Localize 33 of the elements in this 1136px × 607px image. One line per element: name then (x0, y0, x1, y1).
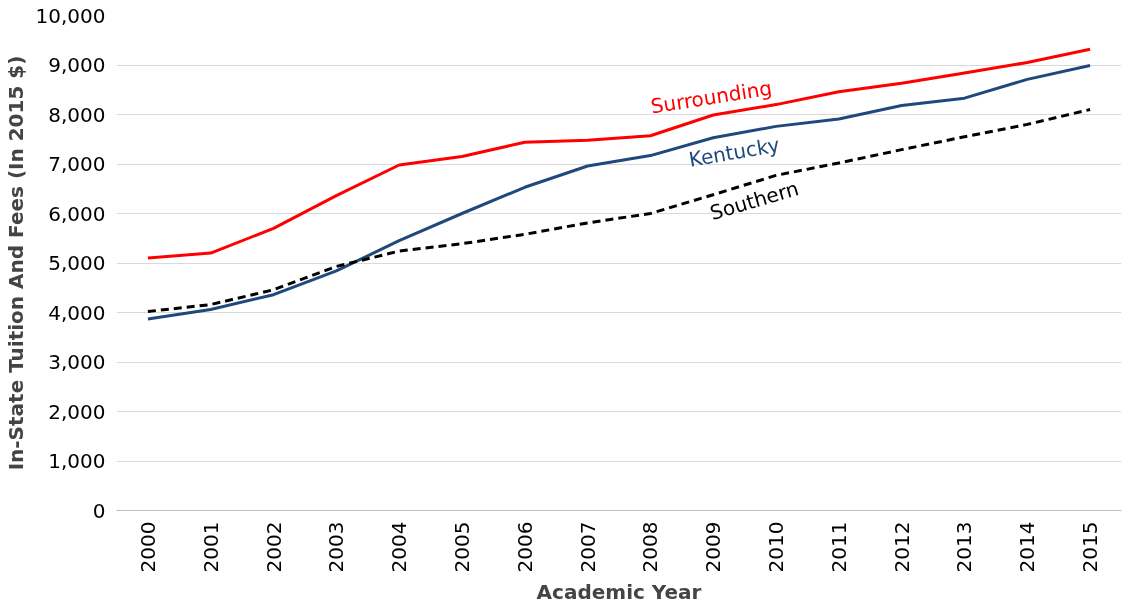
x-tick-label: 2002 (261, 521, 286, 573)
x-tick-label: 2010 (764, 521, 789, 573)
y-tick-label: 7,000 (48, 152, 106, 176)
x-tick-label: 2009 (701, 521, 726, 573)
x-tick-label: 2001 (198, 521, 223, 573)
y-tick-label: 0 (92, 498, 106, 523)
y-tick-label: 10,000 (35, 3, 106, 28)
y-tick-label: 8,000 (48, 102, 106, 127)
y-tick-label: 6,000 (48, 201, 106, 226)
y-tick-label: 2,000 (48, 399, 106, 424)
y-tick-label: 9,000 (48, 53, 106, 77)
x-tick-label: 2005 (449, 521, 474, 573)
x-tick-label: 2015 (1078, 521, 1103, 573)
y-tick-label: 5,000 (48, 251, 106, 275)
x-tick-label: 2003 (324, 521, 349, 573)
y-tick-label: 1,000 (48, 449, 106, 473)
x-tick-label: 2008 (638, 521, 663, 573)
text: Kentucky (687, 132, 782, 172)
x-axis-title: Academic Year (536, 580, 702, 605)
y-tick-label: 4,000 (48, 300, 106, 325)
line-series (146, 64, 1092, 321)
x-tick-label: 2014 (1015, 521, 1040, 573)
text: Surrounding (649, 75, 774, 119)
x-tick-label: 2012 (889, 521, 914, 573)
x-tick-label: 2004 (387, 521, 412, 573)
x-tick-label: 2007 (575, 521, 600, 573)
x-tick-label: 2013 (952, 521, 977, 573)
x-tick-label: 2006 (512, 521, 537, 573)
x-tick-label: 2000 (135, 521, 160, 573)
y-tick-label: 3,000 (48, 350, 106, 374)
y-axis-title: In-State Tuition And Fees (In 2015 $) (3, 55, 28, 471)
line-series (146, 47, 1092, 260)
x-tick-label: 2011 (826, 521, 851, 573)
